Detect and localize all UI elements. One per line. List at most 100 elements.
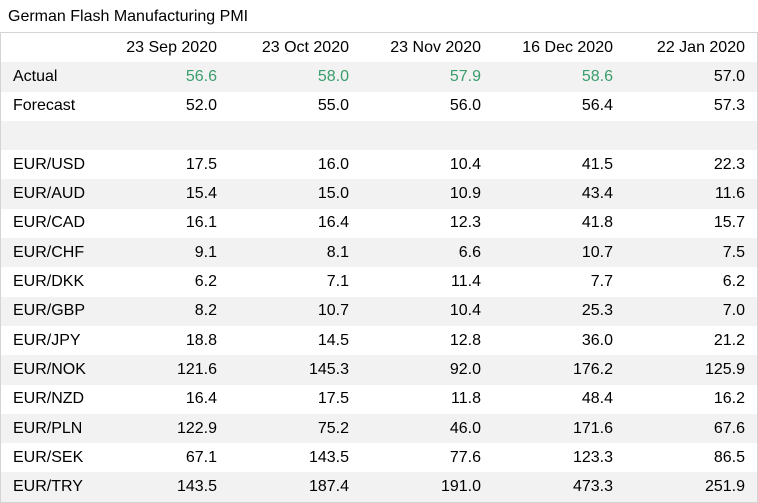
table-cell: 57.3 bbox=[713, 97, 745, 115]
table-cell: 11.4 bbox=[451, 273, 481, 291]
row-label: EUR/CAD bbox=[13, 214, 86, 232]
table-cell: 22.3 bbox=[713, 155, 745, 173]
table-cell: 7.7 bbox=[590, 273, 613, 291]
table-cell bbox=[493, 120, 625, 151]
table-title: German Flash Manufacturing PMI bbox=[8, 8, 249, 25]
row-label: EUR/GBP bbox=[1, 296, 97, 326]
table-row: EUR/DKK 6.2 7.1 11.4 7.7 6.2 bbox=[1, 267, 757, 296]
table-cell: 77.6 bbox=[449, 448, 481, 466]
table-cell: 8.2 bbox=[97, 296, 229, 326]
table-row: EUR/NZD 16.4 17.5 11.8 48.4 16.2 bbox=[1, 385, 757, 414]
table-cell: 43.4 bbox=[493, 179, 625, 209]
table-row: Actual 56.6 58.0 57.9 58.6 57.0 bbox=[1, 62, 757, 92]
table-cell: 86.5 bbox=[713, 448, 745, 466]
table-cell: 58.6 bbox=[493, 62, 625, 92]
table-cell: 75.2 bbox=[229, 413, 361, 444]
table-cell: 25.3 bbox=[493, 296, 625, 326]
table-cell: 67.6 bbox=[625, 413, 757, 444]
table-cell: 6.6 bbox=[361, 238, 493, 268]
table-cell: 473.3 bbox=[493, 472, 625, 502]
table-cell: 176.2 bbox=[493, 355, 625, 385]
table-cell: 17.5 bbox=[185, 155, 217, 173]
table-cell: 36.0 bbox=[581, 331, 613, 349]
table-cell: 56.0 bbox=[449, 97, 481, 115]
table-cell: 48.4 bbox=[581, 390, 613, 408]
table-cell: 16.4 bbox=[317, 214, 349, 232]
row-label: EUR/CHF bbox=[1, 238, 97, 268]
table-cell bbox=[97, 120, 229, 151]
table-cell: 14.5 bbox=[317, 331, 349, 349]
pmi-table: 23 Sep 2020 23 Oct 2020 23 Nov 2020 16 D… bbox=[1, 33, 757, 502]
table-body: Actual 56.6 58.0 57.9 58.6 57.0 Forecast 52.0 55… bbox=[1, 62, 757, 502]
table-row: Forecast 52.0 55.0 56.0 56.4 57.3 bbox=[1, 92, 757, 121]
table-cell: 92.0 bbox=[361, 355, 493, 385]
table-cell: 171.6 bbox=[493, 413, 625, 444]
row-label: EUR/DKK bbox=[13, 273, 85, 291]
row-label: Forecast bbox=[13, 97, 76, 115]
table-cell: 56.4 bbox=[581, 97, 613, 115]
table-row: EUR/SEK 67.1 143.5 77.6 123.3 86.5 bbox=[1, 443, 757, 472]
table-cell: 12.8 bbox=[449, 331, 481, 349]
table-cell: 10.7 bbox=[229, 296, 361, 326]
table-cell: 17.5 bbox=[317, 390, 349, 408]
column-header: 23 Oct 2020 bbox=[261, 38, 349, 56]
table-cell: 187.4 bbox=[229, 472, 361, 502]
table-cell: 7.0 bbox=[625, 296, 757, 326]
table-cell: 16.4 bbox=[185, 390, 217, 408]
table-cell: 251.9 bbox=[625, 472, 757, 502]
table-row: EUR/PLN 122.9 75.2 46.0 171.6 67.6 bbox=[1, 413, 757, 444]
table-cell: 125.9 bbox=[625, 355, 757, 385]
table-cell bbox=[625, 120, 757, 151]
table-cell: 58.0 bbox=[229, 62, 361, 92]
row-label: Actual bbox=[1, 62, 97, 92]
table-row: EUR/AUD 15.4 15.0 10.9 43.4 11.6 bbox=[1, 179, 757, 209]
table-cell: 143.5 bbox=[97, 472, 229, 502]
header-row: 23 Sep 2020 23 Oct 2020 23 Nov 2020 16 D… bbox=[1, 33, 757, 62]
table-row: EUR/TRY 143.5 187.4 191.0 473.3 251.9 bbox=[1, 472, 757, 502]
table-cell: 10.4 bbox=[361, 296, 493, 326]
data-table-frame: 23 Sep 2020 23 Oct 2020 23 Nov 2020 16 D… bbox=[0, 32, 758, 503]
column-header: 22 Jan 2020 bbox=[656, 38, 745, 56]
table-cell: 57.0 bbox=[625, 62, 757, 92]
table-cell: 16.0 bbox=[317, 155, 349, 173]
table-cell: 11.8 bbox=[451, 390, 481, 408]
table-cell: 7.5 bbox=[625, 238, 757, 268]
table-cell: 12.3 bbox=[449, 214, 481, 232]
header-corner bbox=[1, 33, 97, 62]
table-cell: 18.8 bbox=[185, 331, 217, 349]
table-cell: 57.9 bbox=[361, 62, 493, 92]
table-cell: 15.0 bbox=[229, 179, 361, 209]
table-row: EUR/NOK 121.6 145.3 92.0 176.2 125.9 bbox=[1, 355, 757, 385]
table-cell: 67.1 bbox=[185, 448, 217, 466]
table-row: EUR/CAD 16.1 16.4 12.3 41.8 15.7 bbox=[1, 209, 757, 238]
table-row: EUR/CHF 9.1 8.1 6.6 10.7 7.5 bbox=[1, 238, 757, 268]
table-cell: 52.0 bbox=[185, 97, 217, 115]
table-cell: 55.0 bbox=[317, 97, 349, 115]
table-cell: 15.4 bbox=[97, 179, 229, 209]
column-header: 23 Sep 2020 bbox=[126, 38, 217, 56]
table-cell: 8.1 bbox=[229, 238, 361, 268]
table-cell: 6.2 bbox=[722, 273, 745, 291]
row-label: EUR/JPY bbox=[13, 331, 81, 349]
row-label: EUR/NOK bbox=[1, 355, 97, 385]
table-cell: 123.3 bbox=[572, 448, 613, 466]
row-label: EUR/NZD bbox=[13, 390, 85, 408]
table-row: EUR/JPY 18.8 14.5 12.8 36.0 21.2 bbox=[1, 326, 757, 355]
table-cell: 7.1 bbox=[326, 273, 349, 291]
row-label: EUR/SEK bbox=[13, 448, 84, 466]
table-row: EUR/USD 17.5 16.0 10.4 41.5 22.3 bbox=[1, 150, 757, 179]
table-cell: 121.6 bbox=[97, 355, 229, 385]
row-label: EUR/TRY bbox=[1, 472, 97, 502]
table-cell: 191.0 bbox=[361, 472, 493, 502]
table-cell: 15.7 bbox=[713, 214, 745, 232]
table-cell: 41.8 bbox=[581, 214, 613, 232]
table-cell bbox=[361, 120, 493, 151]
table-cell bbox=[229, 120, 361, 151]
column-header: 16 Dec 2020 bbox=[522, 38, 613, 56]
row-label: EUR/AUD bbox=[1, 179, 97, 209]
table-cell: 41.5 bbox=[581, 155, 613, 173]
table-cell: 143.5 bbox=[308, 448, 349, 466]
table-row: EUR/GBP 8.2 10.7 10.4 25.3 7.0 bbox=[1, 296, 757, 326]
table-cell: 122.9 bbox=[97, 413, 229, 444]
table-cell: 10.9 bbox=[361, 179, 493, 209]
